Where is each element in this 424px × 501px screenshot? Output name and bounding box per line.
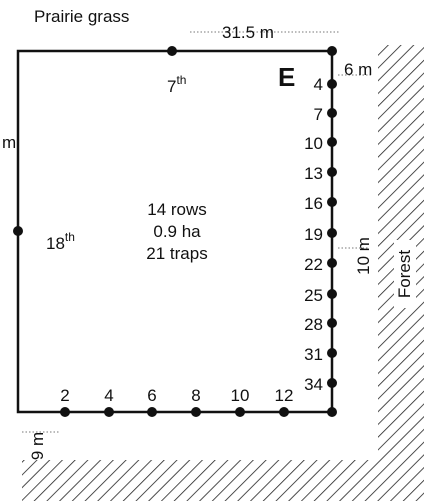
bottom-row-number: 4 [104, 386, 113, 405]
row-18-label: 18th [46, 230, 75, 253]
right-row-number: 34 [304, 375, 323, 394]
bottom-row-number: 10 [231, 386, 250, 405]
trap-dot [327, 289, 337, 299]
right-row-number: 10 [304, 134, 323, 153]
trap-dot [327, 378, 337, 388]
bottom-row-number: 2 [60, 386, 69, 405]
right-dim-bg [352, 232, 374, 278]
right-row-number: 7 [314, 105, 323, 124]
trap-dot [60, 407, 70, 417]
trap-dot [327, 108, 337, 118]
trap-dot [327, 137, 337, 147]
bottom-row-number: 6 [147, 386, 156, 405]
trap-dot [235, 407, 245, 417]
trap-dot [327, 258, 337, 268]
trap-dot [327, 197, 337, 207]
top-dimension-label: 31.5 m [222, 23, 274, 42]
right-row-number: 25 [304, 286, 323, 305]
trap-dot [191, 407, 201, 417]
bottom-row-number: 12 [275, 386, 294, 405]
right-row-number: 31 [304, 345, 323, 364]
right-row-number: 19 [304, 225, 323, 244]
trap-dot [327, 407, 337, 417]
trap-dot [327, 46, 337, 56]
corner-label: E [278, 62, 295, 92]
center-rows-text: 14 rows [147, 200, 207, 219]
right-row-number: 16 [304, 194, 323, 213]
trap-dot [327, 348, 337, 358]
trap-dot [327, 228, 337, 238]
trap-dot [279, 407, 289, 417]
trap-dot [167, 46, 177, 56]
row-7-label: 7th [167, 73, 186, 96]
bottom-row-number: 8 [191, 386, 200, 405]
trap-dot [147, 407, 157, 417]
right-top-dimension-label: 6 m [344, 60, 372, 79]
right-row-number: 4 [314, 75, 323, 94]
forest-hatch [22, 45, 424, 501]
left-dimension-label: m [2, 133, 16, 152]
trap-dot [327, 167, 337, 177]
forest-label: Forest [395, 250, 414, 298]
trap-dot [104, 407, 114, 417]
bottom-dimension-label: 9 m [28, 432, 47, 460]
right-row-number: 28 [304, 315, 323, 334]
center-area-text: 0.9 ha [153, 222, 201, 241]
prairie-grass-label: Prairie grass [34, 7, 129, 26]
right-row-number: 13 [304, 164, 323, 183]
trap-dot [327, 318, 337, 328]
trap-dot [327, 79, 337, 89]
right-mid-dimension-label: 10 m [354, 237, 373, 275]
forest-label-bg [394, 240, 416, 308]
center-traps-text: 21 traps [146, 244, 207, 263]
trap-dot [13, 226, 23, 236]
right-row-number: 22 [304, 255, 323, 274]
